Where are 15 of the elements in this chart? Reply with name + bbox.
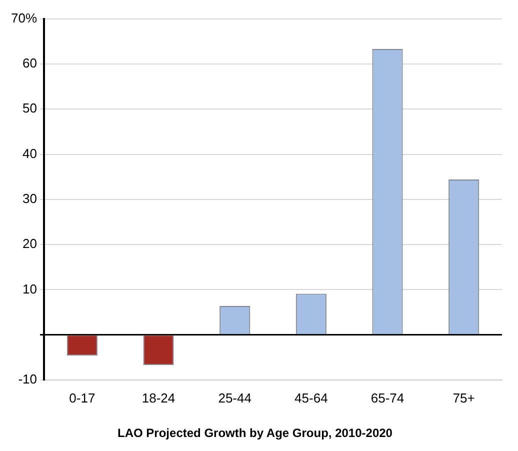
- x-tick-label: 25-44: [218, 390, 252, 406]
- y-tick-label: 50: [22, 100, 38, 116]
- y-tick-label: -10: [18, 372, 38, 387]
- x-tick-label: 18-24: [142, 390, 176, 406]
- x-tick-label: 65-74: [370, 390, 404, 406]
- x-tick-label: 75+: [452, 390, 475, 406]
- y-tick-label: 10: [22, 281, 38, 296]
- y-tick-label: 20: [22, 236, 38, 252]
- y-tick-label: 70%: [10, 10, 38, 26]
- x-tick-label: 0-17: [69, 390, 96, 406]
- text: LAO Projected Growth by Age Group, 2010-2020: [118, 426, 393, 440]
- y-tick-label: 60: [22, 56, 38, 71]
- x-tick-label: 45-64: [294, 390, 328, 406]
- y-tick-label: 30: [22, 190, 38, 206]
- y-tick-label: 40: [22, 146, 38, 161]
